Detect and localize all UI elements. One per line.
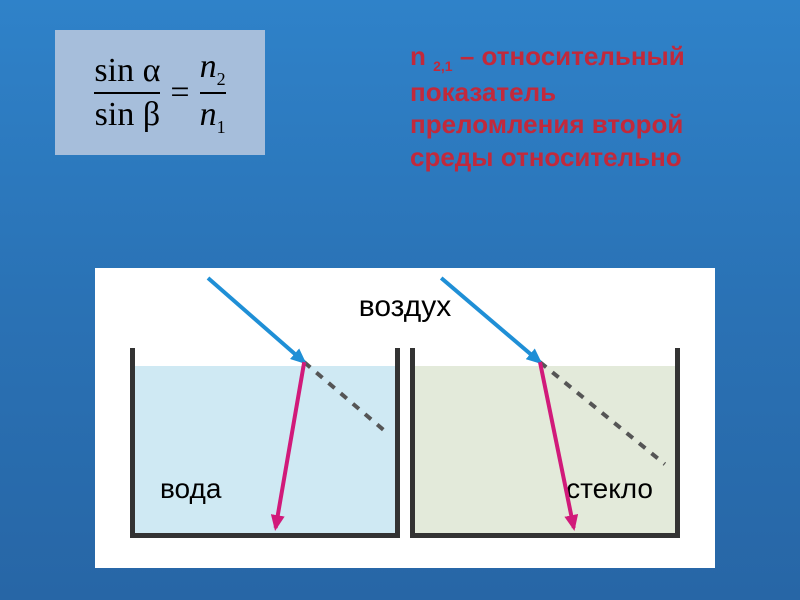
n2-symbol: n [200, 48, 217, 85]
glass-container: стекло [410, 348, 680, 538]
lhs-fraction: sin α sin β [94, 54, 160, 132]
water-label: вода [160, 473, 221, 505]
slide: sin α sin β = n2 n1 n 2,1 – относительны… [0, 0, 800, 600]
description-text: n 2,1 – относительный показатель преломл… [410, 40, 730, 173]
snell-formula: sin α sin β = n2 n1 [94, 50, 225, 136]
n1-symbol: n [200, 96, 217, 133]
rhs-fraction: n2 n1 [200, 50, 226, 136]
n1-subscript: 1 [217, 116, 226, 136]
n2-subscript: 2 [217, 69, 226, 89]
air-label: воздух [359, 290, 452, 324]
rhs-denominator: n1 [200, 98, 226, 136]
fraction-bar [200, 92, 226, 94]
fraction-bar [94, 92, 160, 94]
lhs-denominator: sin β [95, 98, 160, 132]
diagram-panel: воздух вода стекло [95, 268, 715, 568]
desc-n-subscript: 2,1 [433, 58, 452, 74]
water-fill [135, 366, 395, 533]
rhs-numerator: n2 [200, 50, 226, 88]
glass-label: стекло [566, 473, 653, 505]
glass-fill [415, 366, 675, 533]
desc-n-symbol: n [410, 41, 426, 71]
formula-box: sin α sin β = n2 n1 [55, 30, 265, 155]
lhs-numerator: sin α [94, 54, 160, 88]
equals-sign: = [170, 74, 189, 112]
water-container: вода [130, 348, 400, 538]
